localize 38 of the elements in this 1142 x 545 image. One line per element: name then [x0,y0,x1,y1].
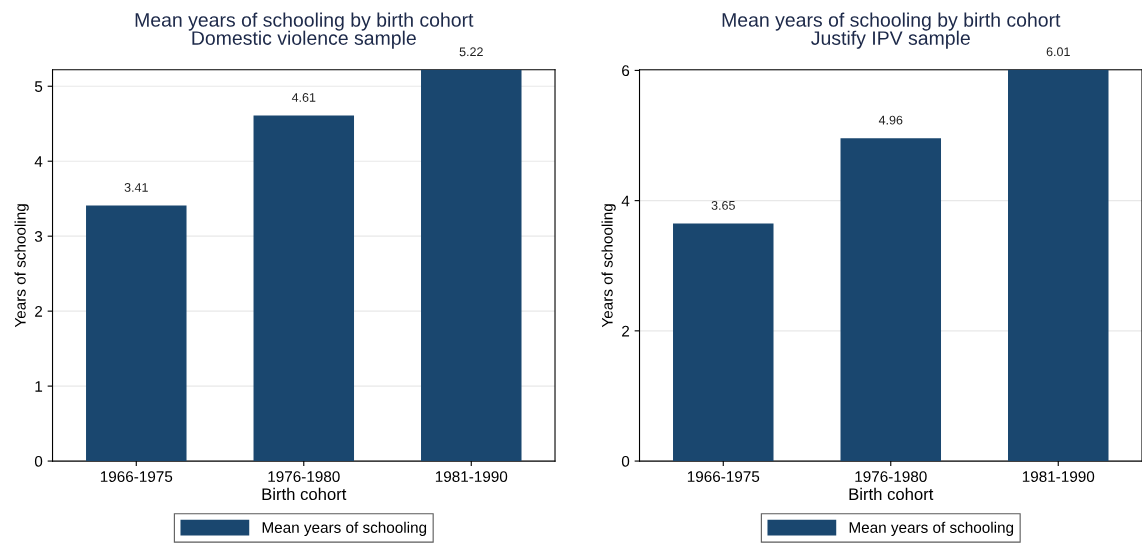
data-label: 4.61 [291,93,316,102]
x-tick-label: 1976-1980 [268,471,340,483]
x-axis-title: Birth cohort [262,487,347,501]
bar [840,138,942,462]
bar [673,223,774,462]
y-tick-label: 1 [35,381,43,392]
bar [86,205,187,462]
bar [1008,69,1109,462]
x-axis-title: Birth cohort [849,487,934,501]
y-tick-label: 6 [622,65,630,77]
bar [253,115,355,462]
y-tick-label: 2 [622,325,630,337]
x-tick-label: 1976-1980 [855,471,927,483]
data-label: 4.96 [878,115,903,125]
x-tick-label: 1966-1975 [687,471,760,483]
y-axis-title: Years of schooling [14,204,29,328]
legend-label: Mean years of schooling [849,521,1014,536]
data-label: 5.22 [459,47,483,57]
data-label: 6.01 [1046,47,1070,57]
y-tick-label: 3 [34,231,43,242]
legend-label: Mean years of schooling [262,521,427,536]
chart-subtitle: Justify IPV sample [811,30,970,49]
x-tick-label: 1981-1990 [1022,471,1095,483]
x-tick-label: 1966-1975 [100,471,173,483]
y-tick-label: 0 [34,455,43,467]
chart-title: Mean years of schooling by birth cohort [722,12,1061,31]
y-tick-label: 4 [621,195,630,207]
y-tick-label: 0 [621,455,630,467]
data-label: 3.41 [124,183,148,192]
bar [421,69,522,462]
y-axis-title: Years of schooling [601,204,616,328]
chart-subtitle: Domestic violence sample [192,30,416,49]
x-tick-label: 1981-1990 [435,471,508,483]
chart-title: Mean years of schooling by birth cohort [135,12,474,31]
y-tick-label: 2 [35,306,43,317]
y-tick-label: 4 [34,156,43,167]
y-tick-label: 5 [34,81,43,92]
data-label: 3.65 [711,200,735,210]
